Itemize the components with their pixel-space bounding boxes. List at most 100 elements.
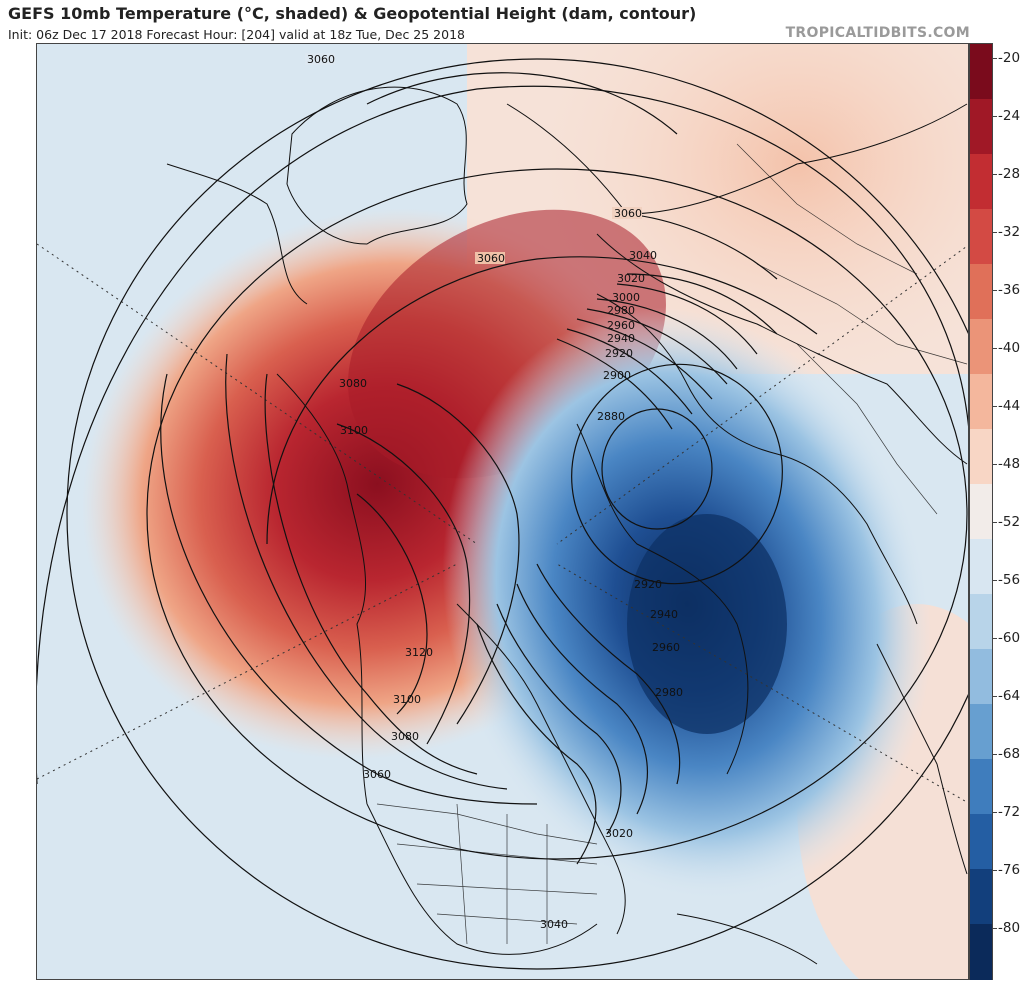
contour-label: 3100 <box>340 424 368 437</box>
colorbar-tick-label: -48 <box>998 456 1021 472</box>
colorbar-segment <box>970 374 992 430</box>
contour-label: 3000 <box>612 291 640 304</box>
brand-watermark: TROPICALTIDBITS.COM <box>785 25 970 41</box>
contour-2940 <box>566 328 693 415</box>
colorbar-tick-label: -32 <box>998 224 1021 240</box>
contour-2900-ring <box>571 363 783 585</box>
contour-2920 <box>556 338 673 430</box>
contour-label: 3020 <box>617 272 645 285</box>
colorbar-tick <box>993 522 997 523</box>
contour-3060-outer <box>160 373 538 805</box>
colorbar-tick <box>993 290 997 291</box>
colorbar-segment <box>970 209 992 265</box>
contour-label: 3080 <box>391 730 419 743</box>
colorbar-tick <box>993 870 997 871</box>
cold-temperature-minimum <box>627 514 787 734</box>
contour-2880-ring <box>601 408 713 530</box>
colorbar-tick-label: -36 <box>998 282 1021 298</box>
colorbar-tick <box>993 638 997 639</box>
contour-3060 <box>266 256 818 545</box>
contour-label: 3020 <box>605 827 633 840</box>
coastlines <box>166 86 968 965</box>
colorbar-tick-label: -28 <box>998 166 1021 182</box>
colorbar-tick-label: -20 <box>998 50 1021 66</box>
colorbar-segment <box>970 649 992 705</box>
contour-label: 3040 <box>629 249 657 262</box>
temperature-colorbar <box>969 43 993 980</box>
colorbar-tick <box>993 812 997 813</box>
colorbar-tick-label: -80 <box>998 920 1021 936</box>
contour-label: 3060 <box>614 207 642 220</box>
contour-3000 <box>596 298 738 370</box>
colorbar-tick-label: -56 <box>998 572 1021 588</box>
colorbar-segment <box>970 99 992 155</box>
projection-boundary <box>37 85 968 784</box>
colorbar-tick-label: -24 <box>998 108 1021 124</box>
colorbar-segment <box>970 594 992 650</box>
colorbar-tick-label: -76 <box>998 862 1021 878</box>
colorbar-tick <box>993 232 997 233</box>
colorbar-tick <box>993 754 997 755</box>
contour-3100 <box>336 423 471 745</box>
colorbar-tick <box>993 464 997 465</box>
colorbar-segment <box>970 154 992 210</box>
contour-label: 2920 <box>634 578 662 591</box>
contour-label: 2920 <box>605 347 633 360</box>
colorbar-segment <box>970 484 992 540</box>
contour-label: 2980 <box>655 686 683 699</box>
colorbar-segment <box>970 869 992 925</box>
political-borders <box>376 143 968 945</box>
contour-3060-north <box>626 213 778 280</box>
contour-label: 2960 <box>607 319 635 332</box>
contour-label: 2940 <box>650 608 678 621</box>
contour-label: 3060 <box>307 53 335 66</box>
contour-label: 2880 <box>597 410 625 423</box>
colorbar-tick-label: -60 <box>998 630 1021 646</box>
colorbar-segment <box>970 539 992 595</box>
contour-3020 <box>616 283 758 355</box>
colorbar-tick <box>993 116 997 117</box>
colorbar-segment <box>970 44 992 100</box>
colorbar-segment <box>970 924 992 980</box>
contour-label: 3060 <box>477 252 505 265</box>
colorbar-segment <box>970 264 992 320</box>
contour-label: 2900 <box>603 369 631 382</box>
colorbar-tick <box>993 696 997 697</box>
temperature-height-map: 3060 3060 3060 3040 3020 3000 2980 2960 … <box>37 44 968 979</box>
colorbar-segment <box>970 704 992 760</box>
colorbar-tick-label: -44 <box>998 398 1021 414</box>
contour-label: 2940 <box>607 332 635 345</box>
colorbar-tick-label: -72 <box>998 804 1021 820</box>
colorbar-segment <box>970 319 992 375</box>
colorbar-tick <box>993 580 997 581</box>
map-title: GEFS 10mb Temperature (°C, shaded) & Geo… <box>8 4 697 23</box>
colorbar-tick <box>993 406 997 407</box>
contour-3080 <box>396 383 520 725</box>
colorbar-tick <box>993 348 997 349</box>
map-panel: 3060 3060 3060 3040 3020 3000 2980 2960 … <box>36 43 969 980</box>
contour-2960 <box>576 318 713 400</box>
colorbar-segment <box>970 429 992 485</box>
colorbar-tick <box>993 928 997 929</box>
height-contours <box>66 58 968 970</box>
contour-3120 <box>356 493 428 715</box>
contour-label: 2980 <box>607 304 635 317</box>
colorbar-segment <box>970 814 992 870</box>
contour-2980-south <box>476 623 597 865</box>
contour-label: 3040 <box>540 918 568 931</box>
contour-2960-south <box>496 603 622 835</box>
contour-label: 3060 <box>363 768 391 781</box>
colorbar-segment <box>970 759 992 815</box>
contour-label: 3100 <box>393 693 421 706</box>
colorbar-tick-label: -52 <box>998 514 1021 530</box>
colorbar-tick-label: -68 <box>998 746 1021 762</box>
colorbar-tick-label: -64 <box>998 688 1021 704</box>
contour-3060-top <box>366 72 678 135</box>
colorbar-tick <box>993 58 997 59</box>
contour-2940-south <box>516 583 648 815</box>
colorbar-tick-label: -40 <box>998 340 1021 356</box>
contour-labels: 3060 3060 3060 3040 3020 3000 2980 2960 … <box>305 53 683 931</box>
contour-label: 2960 <box>652 641 680 654</box>
contour-2920-south <box>536 563 681 785</box>
map-subtitle: Init: 06z Dec 17 2018 Forecast Hour: [20… <box>8 27 465 42</box>
